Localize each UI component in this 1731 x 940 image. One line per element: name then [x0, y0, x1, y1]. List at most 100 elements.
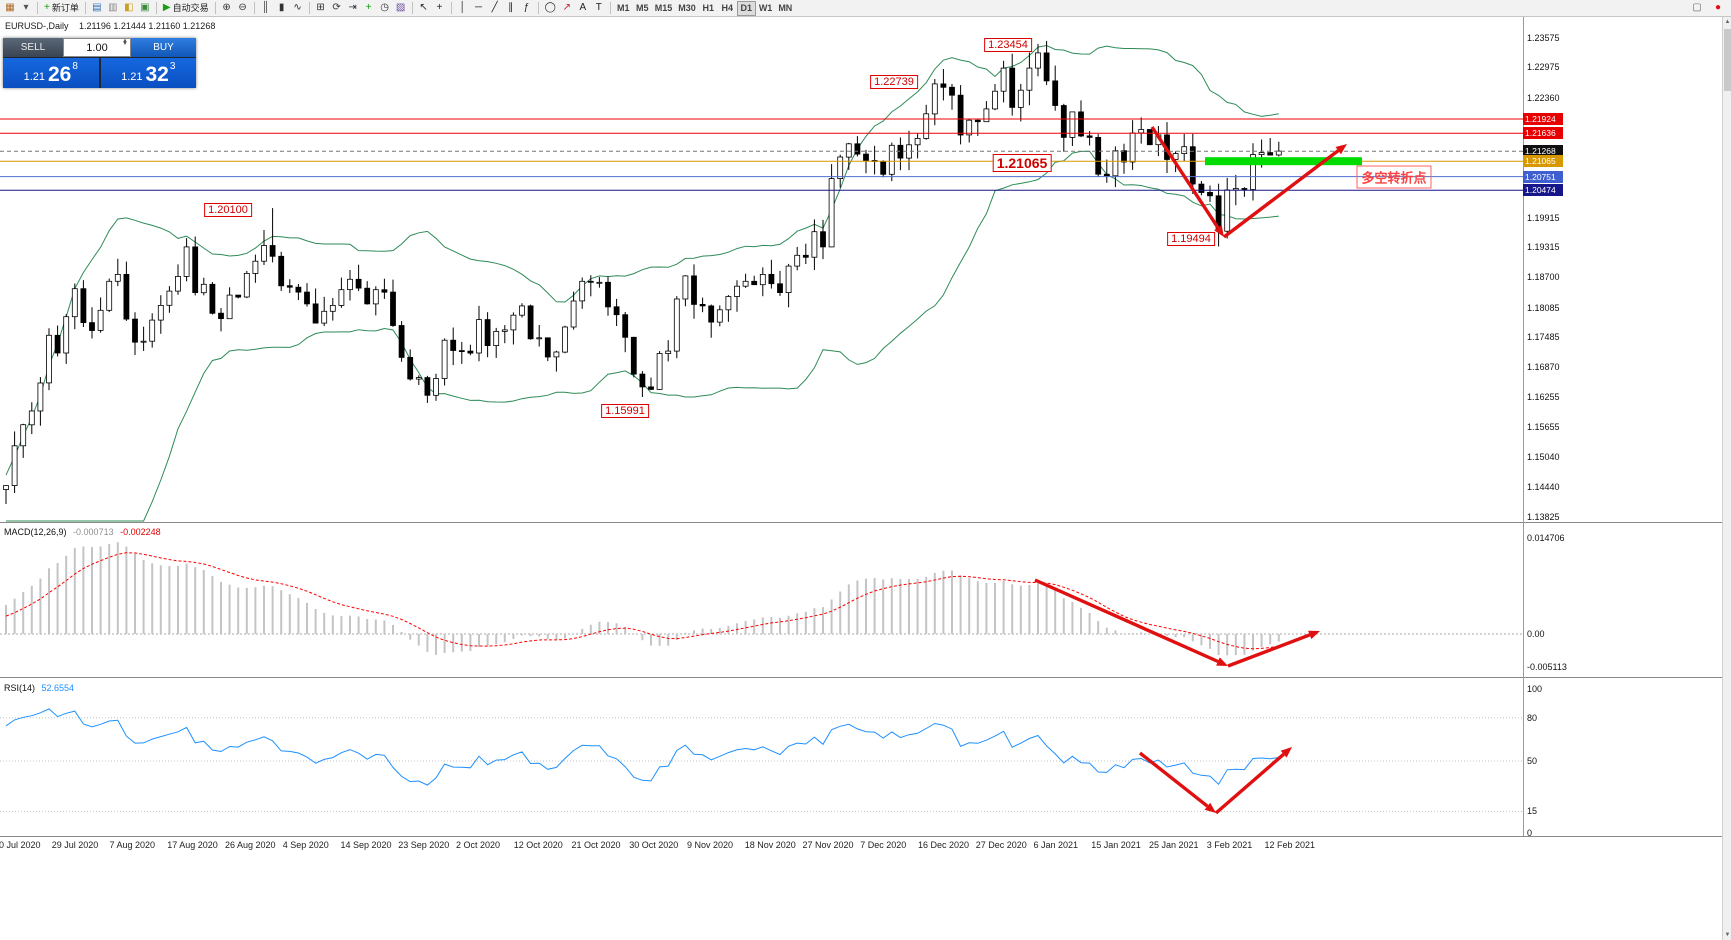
text-label-icon: T	[595, 2, 602, 13]
timeframe-mn-button[interactable]: MN	[775, 1, 795, 16]
auto-scroll-icon[interactable]: ⟳	[329, 1, 345, 16]
horizontal-line-icon[interactable]: ─	[471, 1, 487, 16]
navigator-icon[interactable]: ◧	[121, 1, 137, 16]
shapes-icon[interactable]: ◯	[542, 1, 559, 16]
trend-arrows[interactable]	[1034, 126, 1347, 815]
rsi-indicator-label: RSI(14)	[4, 683, 36, 693]
crosshair-icon: +	[436, 2, 443, 13]
timeframe-m30-button[interactable]: M30	[675, 1, 699, 16]
terminal-icon[interactable]: ▣	[137, 1, 153, 16]
templates-icon[interactable]: ▨	[393, 1, 409, 16]
auto-trading-button[interactable]: ▶ 自动交易	[160, 1, 212, 16]
indicators-icon[interactable]: +	[361, 1, 377, 16]
data-window-icon[interactable]: ▥	[105, 1, 121, 16]
navigator-icon: ◧	[124, 2, 134, 13]
buy-button[interactable]: BUY	[131, 38, 196, 57]
volume-up-icon[interactable]: ▲	[122, 38, 128, 44]
volume-field[interactable]: 1.00 ▲ ▼	[63, 38, 131, 57]
timeframe-m15-button[interactable]: M15	[652, 1, 676, 16]
timeframe-w1-button[interactable]: W1	[756, 1, 776, 16]
panel-separators	[0, 17, 1731, 838]
fibonacci-icon[interactable]: ƒ	[519, 1, 535, 16]
rsi-trend-arrow-0[interactable]	[1138, 751, 1209, 808]
chart-shift-icon[interactable]: ⇥	[345, 1, 361, 16]
auto-trading-icon: ▶	[162, 2, 171, 13]
templates-icon: ▨	[395, 2, 406, 13]
fullscreen-icon[interactable]: ▢	[1689, 1, 1705, 16]
toolbar-separator	[214, 2, 216, 14]
record-icon[interactable]: ●	[1710, 1, 1726, 16]
arrows-icon[interactable]: ↗	[559, 1, 575, 16]
period-menu-icon[interactable]: ◷	[377, 1, 393, 16]
arrows-icon: ↗	[562, 2, 571, 13]
candlestick-icon: ▮	[278, 2, 285, 13]
main-trend-arrow-0[interactable]	[1150, 126, 1220, 229]
macd-trend-arrow-1-head	[1308, 630, 1320, 640]
vertical-line-icon[interactable]: │	[455, 1, 471, 16]
volume-spinner[interactable]: ▲ ▼	[122, 38, 128, 48]
zoom-in-icon[interactable]: ⊕	[219, 1, 235, 16]
shapes-icon: ◯	[544, 2, 556, 13]
crosshair-icon[interactable]: +	[432, 1, 448, 16]
buy-price-prefix: 1.21	[121, 70, 143, 83]
toolbar-separator	[253, 2, 255, 14]
text-icon[interactable]: A	[575, 1, 591, 16]
rsi-trend-arrow-0-head	[1204, 802, 1216, 813]
buy-price-main: 32	[145, 63, 169, 87]
market-watch-icon[interactable]: ▤	[89, 1, 105, 16]
candlestick-icon[interactable]: ▮	[274, 1, 290, 16]
cursor-icon[interactable]: ↖	[416, 1, 432, 16]
main-trend-arrow-1[interactable]	[1222, 149, 1340, 239]
zoom-out-icon[interactable]: ⊖	[235, 1, 251, 16]
scroll-down-icon[interactable]: ▼	[1724, 932, 1731, 938]
horizontal-line-icon: ─	[475, 2, 483, 13]
candlesticks	[3, 40, 1282, 504]
scrollbar-thumb[interactable]	[1724, 29, 1731, 91]
timeframe-m5-button[interactable]: M5	[633, 1, 652, 16]
bar-chart-icon: ║	[262, 2, 270, 13]
text-label-icon[interactable]: T	[591, 1, 607, 16]
indicators-icon: +	[365, 2, 372, 13]
cursor-icon: ↖	[419, 2, 428, 13]
new-chart-icon[interactable]: ▦	[2, 1, 18, 16]
main-trend-arrow-0-head	[1214, 225, 1224, 237]
macd-signal-value: -0.002248	[120, 527, 161, 537]
macd-trend-arrow-0-head	[1216, 657, 1228, 666]
rsi-value: 52.6554	[41, 683, 75, 693]
channel-icon[interactable]: ∥	[503, 1, 519, 16]
macd-trend-arrow-0[interactable]	[1034, 578, 1219, 664]
chart-title: EURUSD-,Daily 1.21196 1.21444 1.21160 1.…	[5, 21, 215, 31]
new-order-button[interactable]: + 新订单	[41, 1, 82, 16]
profiles-icon[interactable]: ▾	[18, 1, 34, 16]
vertical-scrollbar[interactable]: ▲ ▼	[1722, 17, 1731, 940]
new-order-button-label: 新订单	[51, 2, 79, 13]
line-chart-icon[interactable]: ∿	[290, 1, 306, 16]
green-support-zone[interactable]	[1205, 157, 1362, 166]
sell-button[interactable]: SELL	[3, 38, 63, 57]
timeframe-m1-button[interactable]: M1	[614, 1, 633, 16]
volume-down-icon[interactable]: ▼	[122, 41, 128, 48]
scroll-up-icon[interactable]: ▲	[1724, 19, 1731, 25]
tile-windows-icon[interactable]: ⊞	[313, 1, 329, 16]
macd-main-value: -0.000713	[73, 527, 114, 537]
timeframe-h1-button[interactable]: H1	[699, 1, 718, 16]
bar-chart-icon[interactable]: ║	[258, 1, 274, 16]
toolbar-separator	[37, 2, 38, 14]
macd-trend-arrow-1[interactable]	[1227, 633, 1311, 668]
line-chart-icon: ∿	[293, 2, 302, 13]
horizontal-level-lines[interactable]	[0, 118, 1523, 191]
rsi-line	[5, 708, 1279, 786]
toolbar-separator	[450, 2, 452, 14]
rsi-trend-arrow-1[interactable]	[1214, 752, 1285, 815]
text-icon: A	[579, 2, 587, 13]
timeframe-h4-button[interactable]: H4	[718, 1, 737, 16]
timeframe-d1-button[interactable]: D1	[736, 0, 756, 16]
symbol-period-label: EURUSD-,Daily	[5, 21, 69, 31]
zoom-out-icon: ⊖	[238, 2, 247, 13]
buy-price[interactable]: 1.21 32 3	[100, 58, 196, 88]
sell-price[interactable]: 1.21 26 8	[3, 58, 99, 88]
macd-signal-line	[5, 552, 1279, 650]
macd-indicator	[0, 542, 1523, 656]
trendline-icon[interactable]: ╱	[487, 1, 503, 16]
